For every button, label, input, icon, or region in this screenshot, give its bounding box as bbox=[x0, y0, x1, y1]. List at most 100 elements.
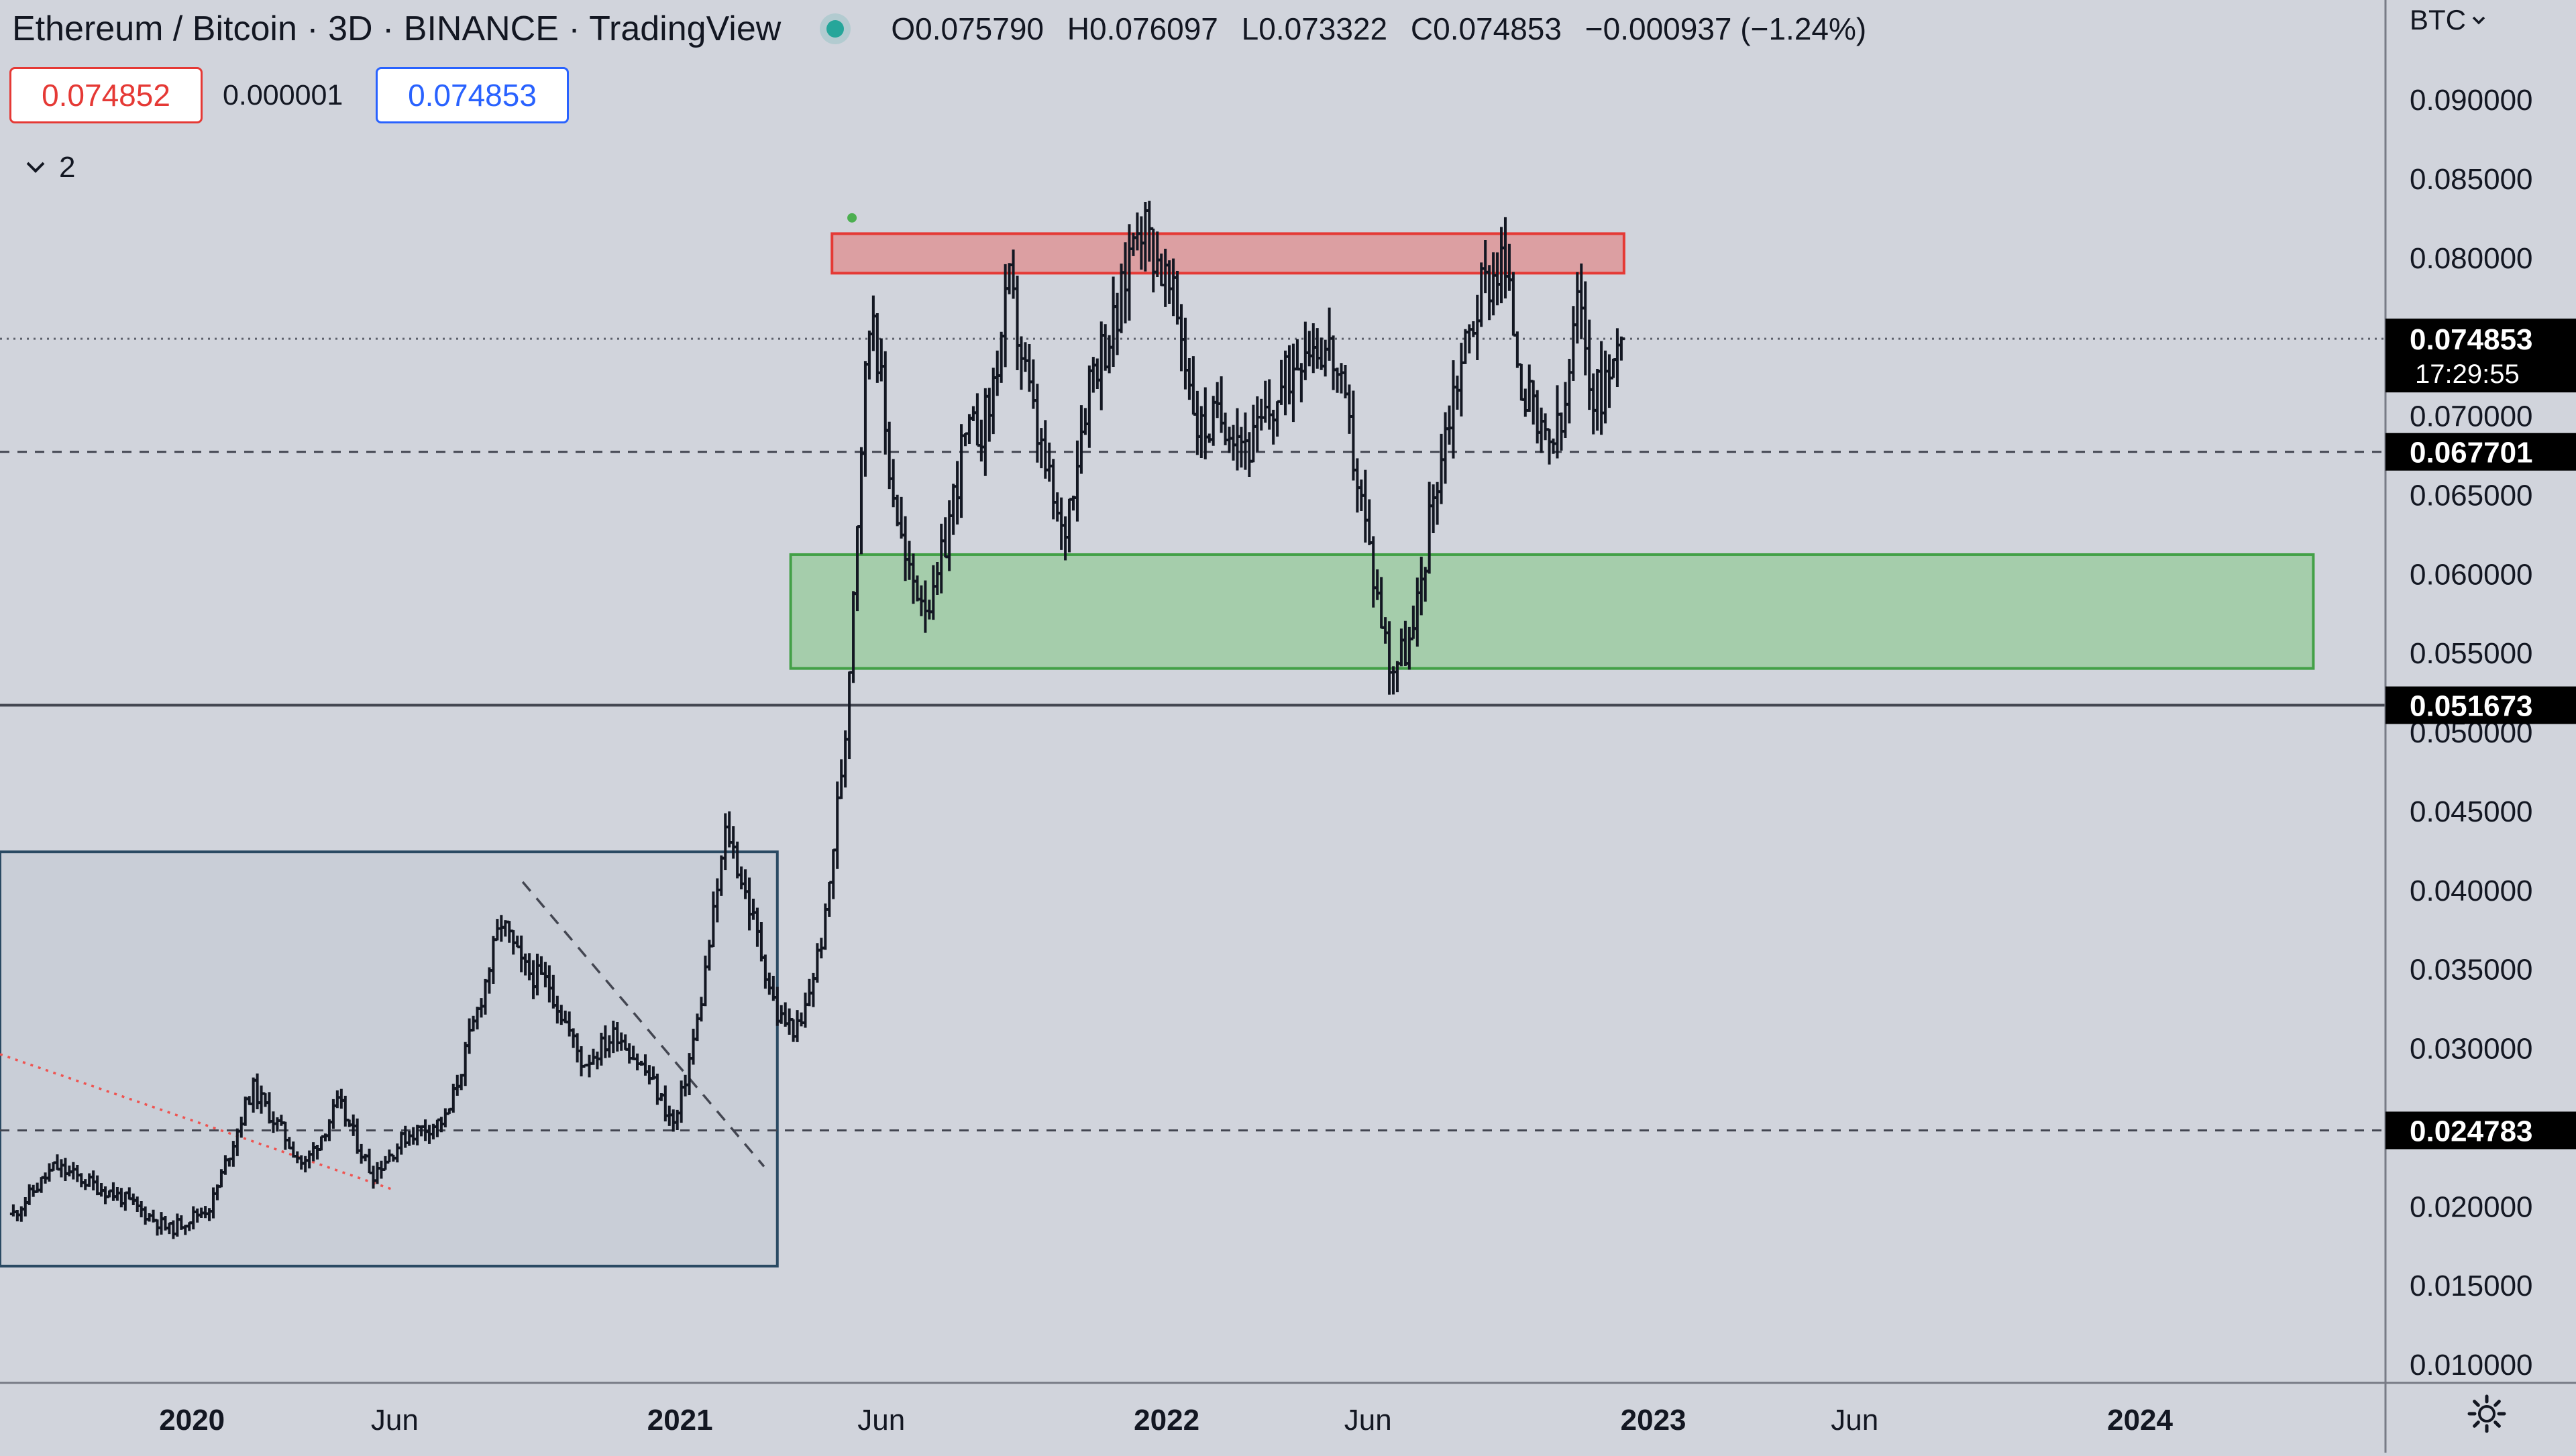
time-tick-label: 2024 bbox=[2107, 1404, 2173, 1437]
ohlc-bar bbox=[1185, 357, 1193, 400]
ohlc-bar bbox=[1050, 459, 1057, 520]
time-tick-label: 2022 bbox=[1134, 1404, 1199, 1437]
ohlc-bar bbox=[1534, 390, 1541, 444]
ohlc-bar bbox=[977, 419, 985, 462]
ohlc-bar bbox=[1054, 492, 1061, 522]
chart-settings-button[interactable] bbox=[2465, 1392, 2508, 1435]
level-label-bg bbox=[2385, 1111, 2576, 1150]
price-tick-label: 0.040000 bbox=[2410, 875, 2533, 907]
symbol-legend[interactable]: Ethereum / Bitcoin · 3D · BINANCE · Trad… bbox=[12, 5, 1881, 52]
ohlc-bar bbox=[881, 351, 889, 455]
ohlc-bar bbox=[1525, 364, 1533, 412]
ohlc-bar bbox=[1297, 363, 1305, 402]
ohlc-bar bbox=[1197, 406, 1205, 459]
ohlc-bar bbox=[1538, 407, 1545, 453]
level-label: 0.024783 bbox=[2410, 1115, 2533, 1147]
ohlc-bar bbox=[1362, 469, 1369, 543]
ohlc-bar bbox=[1250, 404, 1257, 463]
price-tick-label: 0.090000 bbox=[2410, 84, 2533, 117]
level-label-bg bbox=[2385, 433, 2576, 471]
high-marker bbox=[847, 213, 857, 223]
ohlc-bar bbox=[790, 1018, 797, 1042]
ohlc-bar bbox=[830, 848, 837, 899]
price-tick-label: 0.070000 bbox=[2410, 400, 2533, 433]
ohlc-bar bbox=[950, 484, 957, 535]
ohlc-bar bbox=[1602, 350, 1609, 424]
ohlc-bar bbox=[1278, 359, 1285, 405]
sell-price-button[interactable]: 0.074852 bbox=[9, 67, 203, 123]
ohlc-open: O0.075790 bbox=[891, 11, 1044, 46]
ohlc-bar bbox=[1586, 319, 1593, 410]
ohlc-bar bbox=[1454, 376, 1461, 410]
ohlc-bar bbox=[1590, 373, 1597, 435]
price-tick-label: 0.060000 bbox=[2410, 558, 2533, 591]
ohlc-bar bbox=[962, 432, 969, 447]
ohlc-bar bbox=[1606, 354, 1613, 408]
last-price-label: 0.074853 bbox=[2410, 323, 2533, 356]
ohlc-bar bbox=[1022, 342, 1029, 372]
ohlc-bar bbox=[1346, 384, 1353, 434]
ohlc-bar bbox=[942, 517, 949, 559]
ohlc-bar bbox=[1529, 380, 1537, 425]
zone-support bbox=[789, 553, 2315, 670]
ohlc-bar bbox=[1546, 428, 1553, 465]
ohlc-bar bbox=[1458, 343, 1465, 416]
ohlc-bar bbox=[1106, 335, 1113, 374]
price-tick-label: 0.065000 bbox=[2410, 479, 2533, 512]
ohlc-bar bbox=[890, 459, 897, 508]
ohlc-bar bbox=[1102, 324, 1109, 371]
price-tick-label: 0.085000 bbox=[2410, 163, 2533, 196]
ohlc-bar bbox=[861, 361, 869, 477]
ohlc-bar bbox=[1274, 400, 1281, 437]
ohlc-bar bbox=[1073, 440, 1081, 522]
price-tick-label: 0.045000 bbox=[2410, 795, 2533, 828]
ohlc-bar bbox=[1246, 432, 1253, 478]
ohlc-bar bbox=[998, 331, 1005, 383]
ohlc-bar bbox=[1598, 341, 1605, 435]
ohlc-values: O0.075790 H0.076097 L0.073322 C0.074853 … bbox=[891, 11, 1881, 47]
ohlc-bar bbox=[1201, 387, 1209, 459]
ohlc-bar bbox=[1014, 276, 1021, 371]
ohlc-bar bbox=[1189, 356, 1197, 416]
market-open-icon bbox=[826, 20, 845, 38]
ohlc-bar bbox=[1110, 276, 1117, 367]
ohlc-bar bbox=[1093, 358, 1101, 390]
ohlc-bar bbox=[1366, 499, 1373, 545]
ohlc-bar bbox=[857, 447, 865, 555]
symbol-title[interactable]: Ethereum / Bitcoin · 3D · BINANCE · Trad… bbox=[12, 9, 782, 48]
ohlc-bar bbox=[1289, 343, 1297, 423]
ohlc-bar bbox=[1293, 339, 1301, 371]
ohlc-bar bbox=[877, 338, 885, 382]
time-tick-label: Jun bbox=[371, 1404, 419, 1437]
ohlc-bar bbox=[1313, 328, 1321, 369]
ohlc-bar bbox=[1034, 384, 1041, 463]
indicators-toggle[interactable]: 2 bbox=[25, 151, 75, 184]
buy-price-button[interactable]: 0.074853 bbox=[376, 67, 569, 123]
ohlc-bar bbox=[1334, 368, 1341, 393]
ohlc-bar bbox=[1285, 345, 1293, 405]
ohlc-bar bbox=[1266, 379, 1273, 430]
ohlc-bar bbox=[1438, 433, 1445, 504]
currency-selector[interactable]: BTC bbox=[2410, 4, 2486, 36]
ohlc-bar bbox=[1066, 498, 1073, 553]
ohlc-bar bbox=[1578, 263, 1585, 339]
ohlc-bar bbox=[802, 993, 809, 1028]
ohlc-bar bbox=[1089, 357, 1097, 393]
time-tick-label: Jun bbox=[857, 1404, 905, 1437]
ohlc-bar bbox=[869, 295, 877, 351]
ohlc-bar bbox=[1354, 458, 1361, 513]
ohlc-bar bbox=[798, 1012, 805, 1027]
ohlc-bar bbox=[958, 424, 965, 518]
currency-label: BTC bbox=[2410, 4, 2466, 36]
ohlc-bar bbox=[1301, 321, 1309, 380]
price-scale-pane bbox=[2385, 0, 2576, 1453]
time-tick-label: Jun bbox=[1831, 1404, 1878, 1437]
ohlc-bar bbox=[786, 1008, 793, 1035]
ohlc-bar bbox=[1085, 365, 1093, 448]
ohlc-bar bbox=[826, 881, 833, 917]
ohlc-bar bbox=[1081, 408, 1089, 435]
zone-accumulation-range bbox=[0, 850, 779, 1268]
ohlc-bar bbox=[838, 759, 845, 799]
